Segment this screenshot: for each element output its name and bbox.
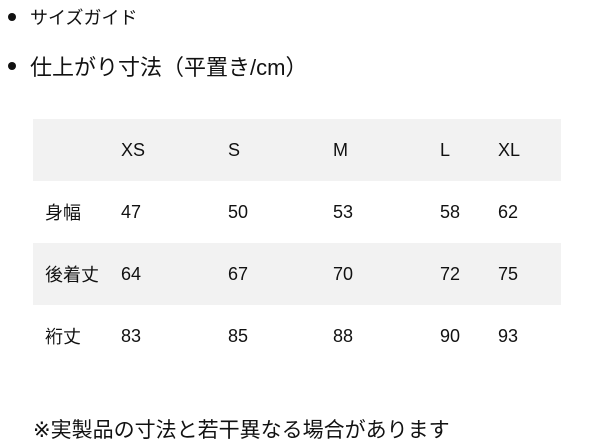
table-row: 後着丈 64 67 70 72 75 <box>33 243 561 305</box>
table-cell: 83 <box>121 325 142 346</box>
table-cell: 75 <box>498 243 561 305</box>
header-cell: S <box>228 119 333 181</box>
table-cell: 90 <box>440 325 461 346</box>
bullet-dimensions: 仕上がり寸法（平置き/cm） <box>8 50 307 82</box>
header-cell: XL <box>498 119 561 181</box>
table-cell: 88 <box>333 325 354 346</box>
row-label: 後着丈 <box>33 243 121 305</box>
header-cell: L <box>440 119 498 181</box>
disclaimer-note: ※実製品の寸法と若干異なる場合があります <box>33 419 450 442</box>
header-cell <box>33 119 121 181</box>
table-cell: 85 <box>228 325 249 346</box>
table-row: 身幅 47 50 53 58 62 <box>33 181 561 243</box>
bullet-size-guide: サイズガイド <box>8 4 137 30</box>
table-cell: 47 <box>121 201 142 222</box>
table-cell: 50 <box>228 201 249 222</box>
table-cell: 62 <box>498 201 519 222</box>
size-guide-heading: サイズガイド <box>30 8 138 28</box>
size-table: XS S M L XL 身幅 47 50 53 58 62 後着丈 64 67 … <box>33 119 561 367</box>
dimensions-heading: 仕上がり寸法（平置き/cm） <box>30 55 308 80</box>
row-label: 裄丈 <box>45 327 81 347</box>
table-cell: 64 <box>121 243 228 305</box>
table-header-row: XS S M L XL <box>33 119 561 181</box>
header-cell: XS <box>121 119 228 181</box>
table-cell: 70 <box>333 243 440 305</box>
table-cell: 93 <box>498 325 519 346</box>
bullet-dot-icon <box>8 13 16 21</box>
table-row: 裄丈 83 85 88 90 93 <box>33 305 561 367</box>
header-cell: M <box>333 119 440 181</box>
row-label: 身幅 <box>45 203 81 223</box>
table-cell: 67 <box>228 243 333 305</box>
table-cell: 53 <box>333 201 354 222</box>
table-cell: 58 <box>440 201 461 222</box>
bullet-dot-icon <box>8 62 16 70</box>
table-cell: 72 <box>440 243 498 305</box>
